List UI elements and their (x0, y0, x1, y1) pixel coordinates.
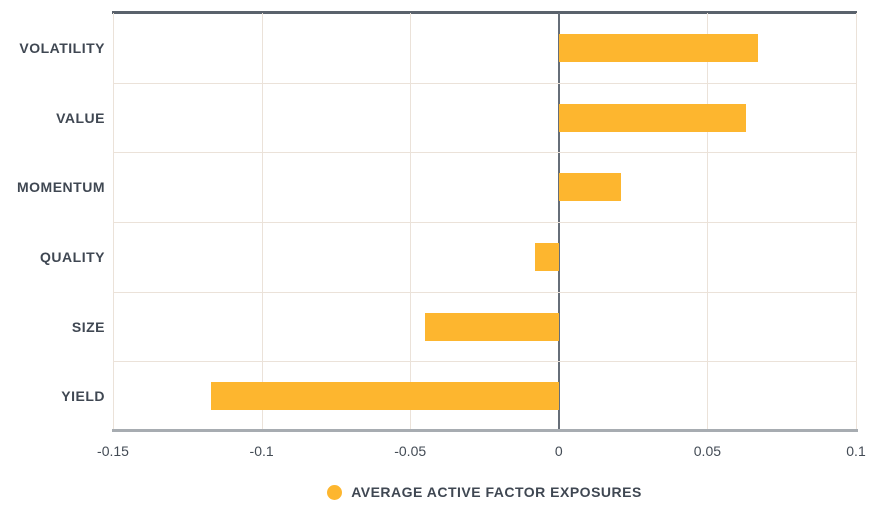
horizontal-gridline (113, 361, 856, 362)
horizontal-gridline (113, 222, 856, 223)
x-tick-label: -0.1 (249, 443, 274, 459)
y-axis-label-size: SIZE (71, 319, 105, 335)
vertical-gridline (856, 13, 857, 431)
bar-quality (535, 243, 559, 271)
x-axis-line (112, 429, 858, 432)
bar-volatility (558, 34, 758, 62)
horizontal-gridline (113, 292, 856, 293)
x-tick-label: 0.1 (846, 443, 866, 459)
bar-size (425, 313, 559, 341)
legend-circle-icon (327, 484, 343, 500)
legend: AVERAGE ACTIVE FACTOR EXPOSURES (113, 484, 856, 500)
x-tick-label: 0 (554, 443, 563, 459)
x-tick-label: -0.15 (97, 443, 129, 459)
plot-area (113, 13, 857, 431)
y-axis-label-volatility: VOLATILITY (19, 40, 105, 56)
y-axis-label-yield: YIELD (61, 388, 105, 404)
x-tick-label: -0.05 (394, 443, 427, 459)
horizontal-gridline (113, 152, 856, 153)
y-axis-category-labels: VOLATILITY VALUE MOMENTUM QUALITY SIZE YIELD (0, 13, 105, 431)
y-axis-label-quality: QUALITY (40, 249, 105, 265)
x-tick-label: 0.05 (693, 443, 722, 459)
bar-value (558, 104, 747, 132)
plot-top-border (112, 11, 857, 14)
legend-label: AVERAGE ACTIVE FACTOR EXPOSURES (351, 484, 642, 500)
bar-momentum (558, 173, 622, 201)
y-axis-label-momentum: MOMENTUM (17, 179, 105, 195)
bar-yield (211, 382, 559, 410)
x-axis-tick-labels: -0.15 -0.1 -0.05 0 0.05 0.1 (0, 443, 870, 463)
horizontal-gridline (113, 83, 856, 84)
y-axis-label-value: VALUE (56, 110, 105, 126)
